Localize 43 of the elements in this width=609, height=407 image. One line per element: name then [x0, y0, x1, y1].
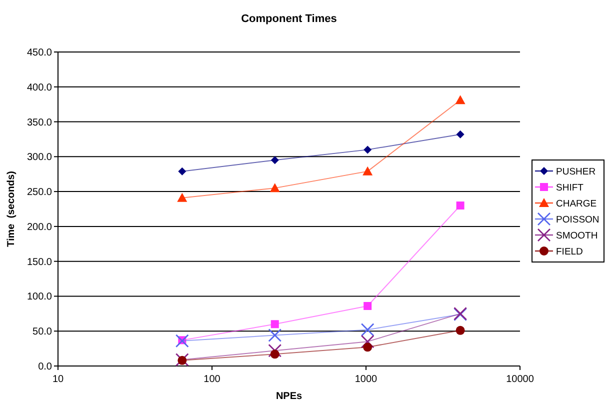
legend-label: CHARGE [556, 198, 597, 210]
point [270, 320, 279, 328]
x-tick-label: 100 [204, 374, 221, 385]
point [268, 344, 282, 358]
legend-label: POISSON [556, 214, 600, 226]
point [456, 326, 465, 335]
point [456, 130, 464, 138]
point [362, 166, 373, 176]
y-axis-title: Time (seconds) [6, 171, 17, 247]
y-tick-label: 200.0 [26, 222, 52, 233]
y-tick-label: 400.0 [26, 82, 52, 94]
point [268, 328, 282, 342]
y-tick-label: 100.0 [26, 292, 52, 303]
point [360, 323, 374, 336]
point [270, 350, 280, 359]
legend-label: PUSHER [556, 166, 596, 178]
legend-label: SMOOTH [556, 230, 598, 242]
point [177, 192, 188, 202]
point [178, 167, 186, 176]
x-tick-label: 10000 [506, 374, 534, 385]
y-tick-label: 150.0 [26, 256, 52, 268]
point [364, 146, 372, 154]
x-tick-label: 10 [52, 374, 64, 385]
y-tick-label: 0.0 [38, 362, 52, 372]
point [270, 183, 280, 192]
y-tick-label: 300.0 [26, 152, 52, 164]
point [175, 334, 189, 348]
point [178, 356, 187, 365]
y-tick-label: 50.0 [32, 326, 52, 338]
legend-label: FIELD [556, 246, 584, 258]
x-axis-title: NPEs [276, 391, 302, 402]
point [363, 342, 372, 352]
chart-title: Component Times [241, 13, 337, 25]
y-tick-label: 350.0 [26, 117, 52, 128]
point [364, 302, 372, 310]
point [455, 95, 466, 104]
y-tick-label: 250.0 [26, 187, 52, 198]
point [456, 202, 464, 210]
point [360, 334, 374, 348]
y-tick-label: 450.0 [26, 48, 52, 58]
point [270, 156, 279, 164]
x-tick-label: 1000 [354, 374, 378, 385]
legend-label: SHIFT [556, 182, 584, 194]
